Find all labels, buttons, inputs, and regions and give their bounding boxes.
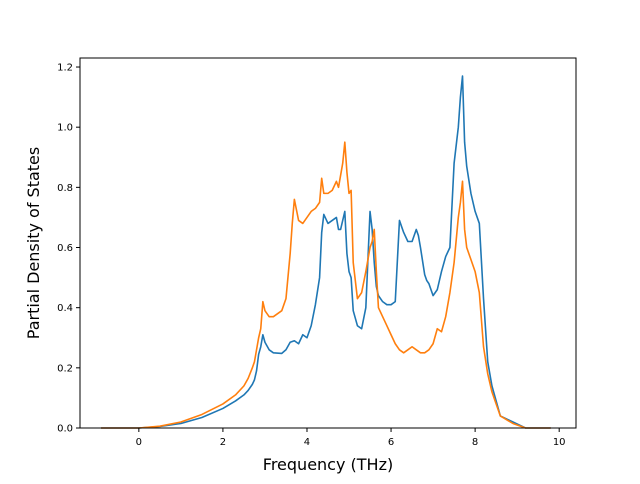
y-tick-label: 0.4 (57, 303, 73, 314)
y-tick-label: 0.6 (57, 243, 73, 254)
x-axis-label: Frequency (THz) (263, 455, 393, 474)
series-line-2 (101, 141, 551, 429)
x-tick-label: 8 (472, 437, 478, 448)
series-line-1 (101, 75, 551, 429)
y-tick-label: 0.8 (57, 183, 73, 194)
y-tick-label: 0.2 (57, 363, 73, 374)
x-tick-label: 4 (304, 437, 310, 448)
y-tick-label: 1.0 (57, 123, 73, 134)
x-tick-label: 0 (136, 437, 142, 448)
y-axis-label: Partial Density of States (24, 147, 43, 339)
plot-area-frame (79, 57, 577, 429)
x-tick-label: 6 (388, 437, 394, 448)
x-tick-label: 2 (220, 437, 226, 448)
x-tick-label: 10 (553, 437, 566, 448)
y-tick-label: 0.0 (57, 424, 73, 435)
y-tick-label: 1.2 (57, 63, 73, 74)
